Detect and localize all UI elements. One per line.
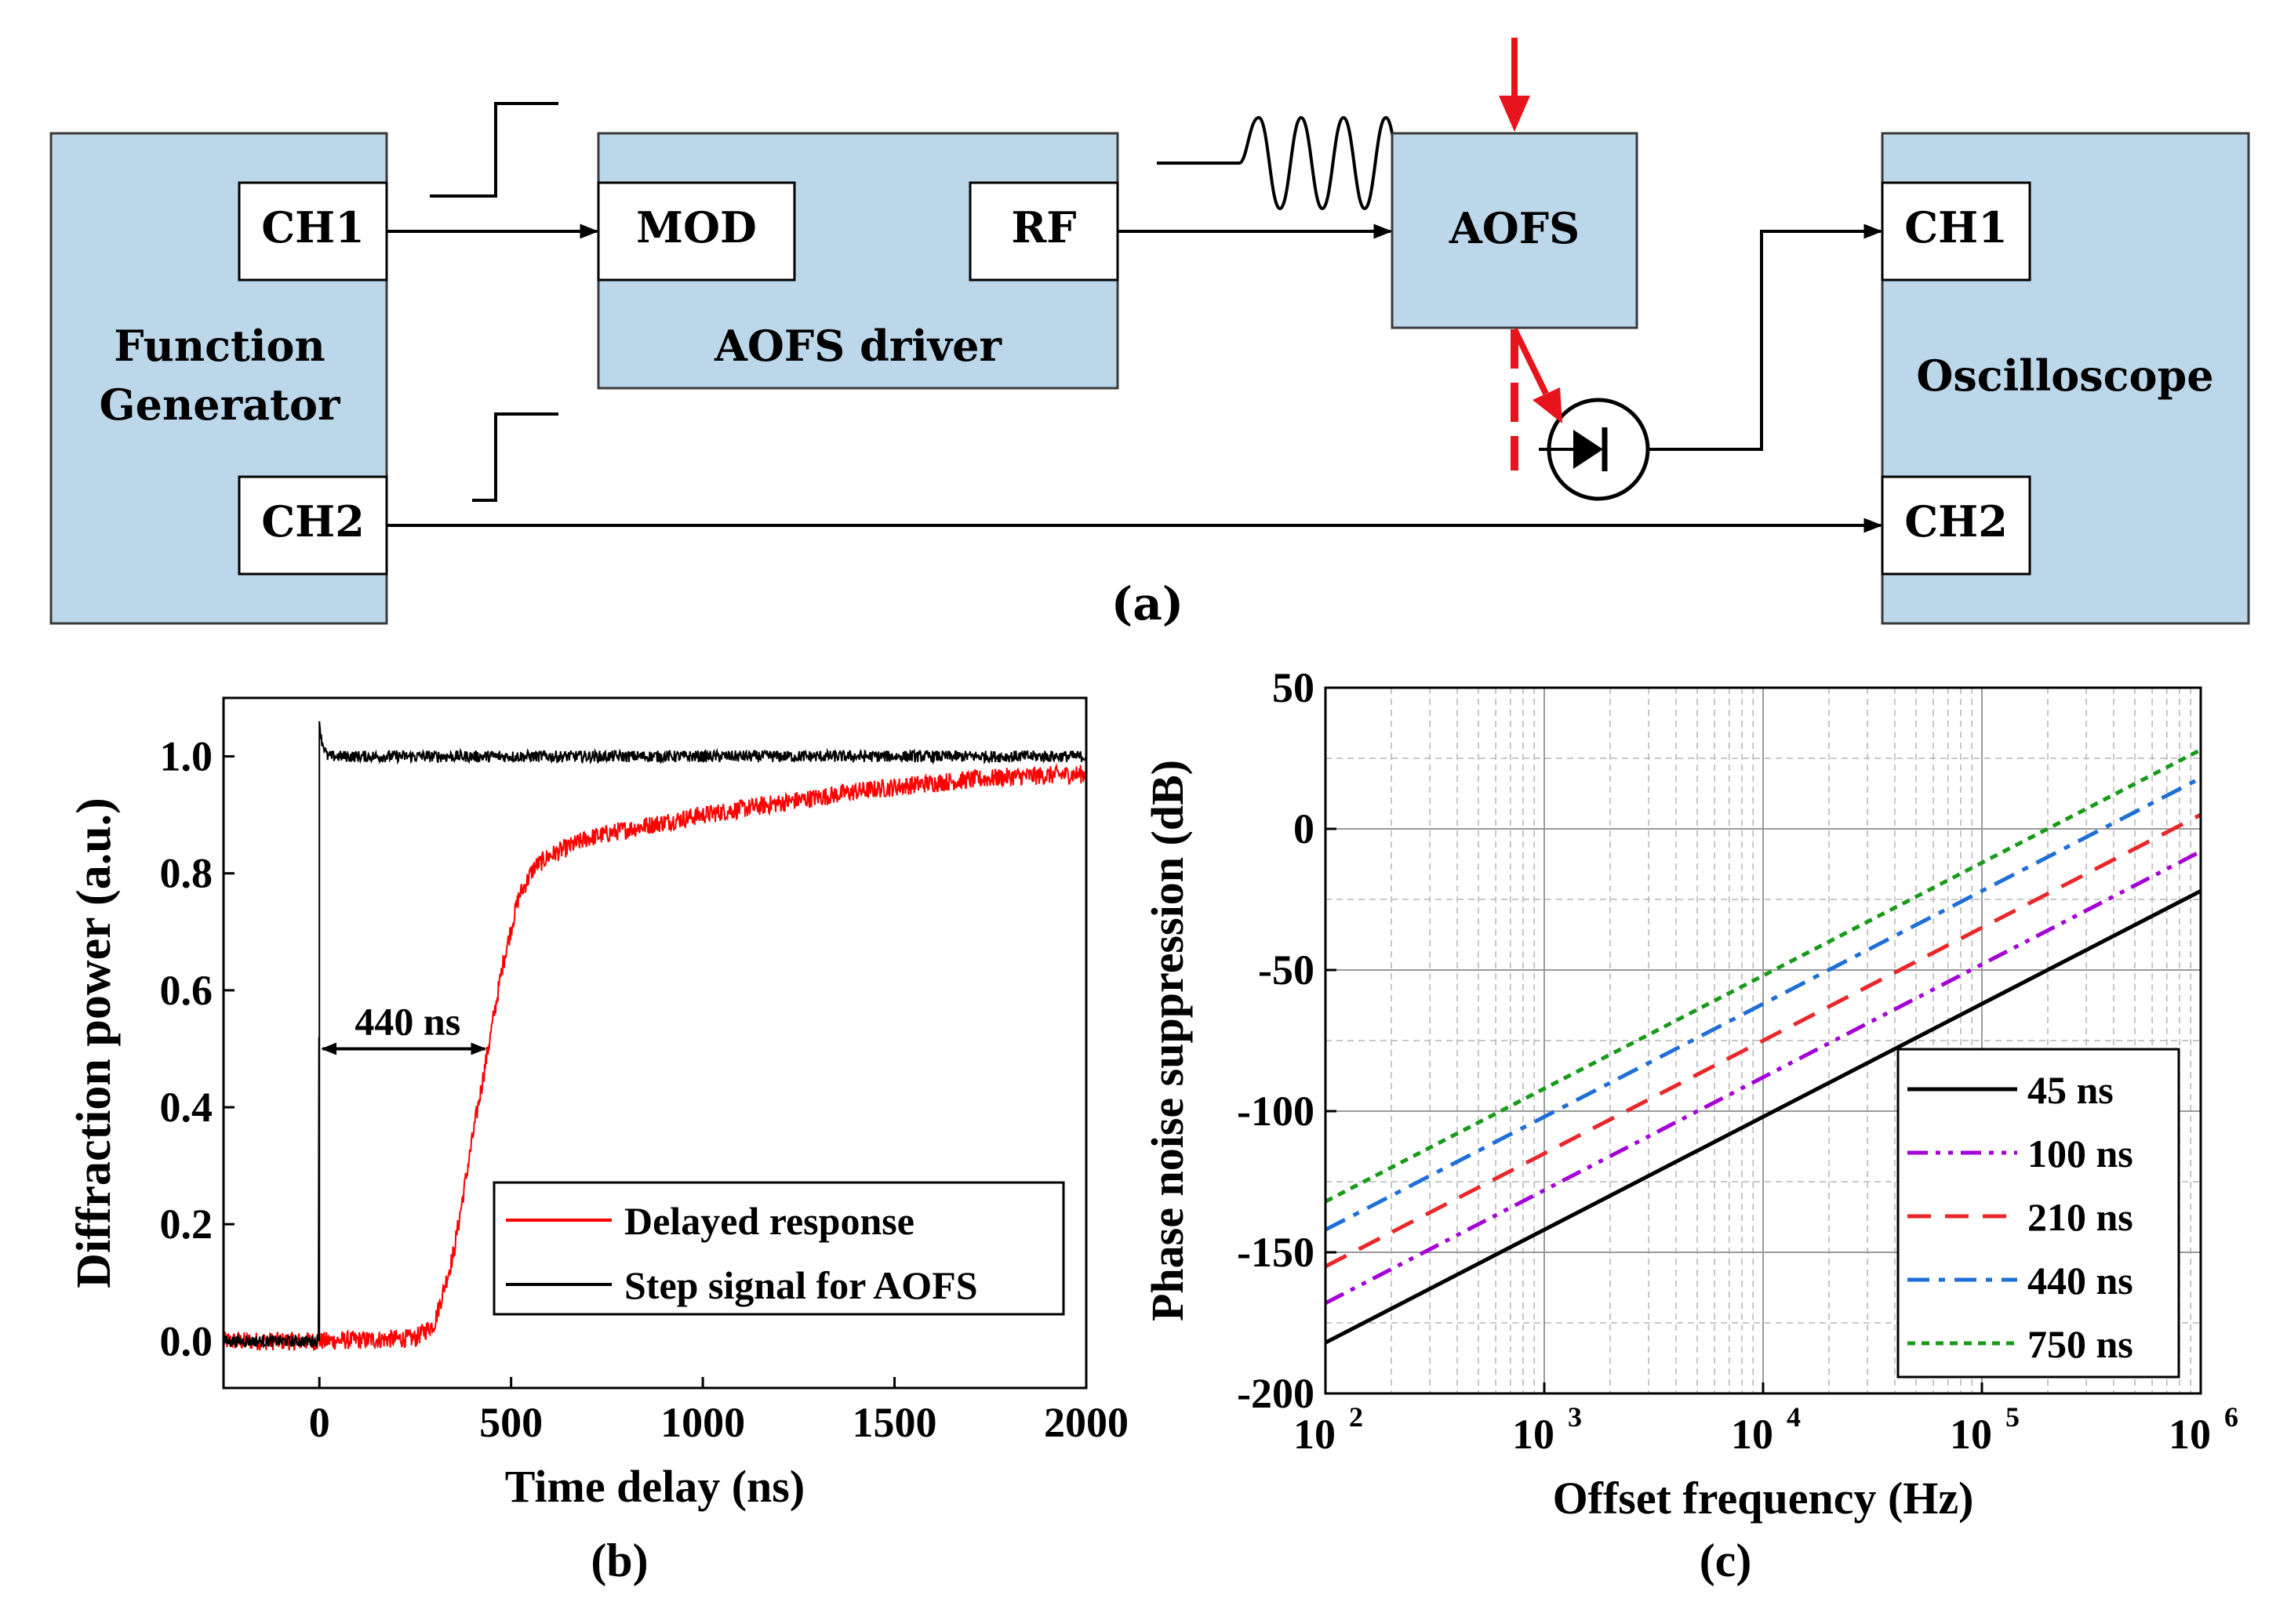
chart-c-xtick-exponent: 5 (2005, 1401, 2020, 1433)
photodiode-icon (1539, 398, 1650, 501)
aofs-label: AOFS (1449, 203, 1580, 253)
legend-label-210ns: 210 ns (2027, 1195, 2133, 1239)
step-symbol-ch2 (472, 412, 558, 502)
chart-c-ytick-label: 0 (1293, 805, 1314, 852)
chart-c-xtick-label: 10 (2169, 1411, 2211, 1458)
chart-b-xtick-label: 2000 (1044, 1399, 1129, 1446)
panel-a-diagram: CH1 Function Generator CH2 MOD RF AOFS d… (49, 38, 2250, 630)
chart-c-xtick-label: 10 (1950, 1411, 1992, 1458)
chart-b-ytick-label: 0.6 (160, 967, 213, 1014)
chart-b-plot (224, 721, 1086, 1351)
series-440ns-line (1325, 776, 2201, 1232)
chart-c-xtick-exponent: 3 (1568, 1401, 1582, 1433)
fg-label-line2: Generator (100, 380, 340, 430)
laser-beam-diffracted-icon (1511, 328, 1562, 423)
chart-c-xtick-exponent: 6 (2224, 1401, 2238, 1433)
panel-a-label: (a) (1111, 577, 1183, 630)
series-100ns-line (1325, 849, 2201, 1306)
aofs-box (1391, 132, 1638, 329)
driver-mod-label: MOD (636, 202, 757, 253)
chart-c-ytick-label: -50 (1258, 946, 1314, 994)
chart-c-ytick-label: -150 (1237, 1229, 1314, 1276)
chart-c-xtick-exponent: 4 (1787, 1401, 1801, 1433)
chart-b-xtick-label: 0 (309, 1399, 330, 1446)
legend-label-45ns: 45 ns (2027, 1068, 2114, 1112)
chart-b-ylabel: Diffraction power (a.u.) (67, 797, 121, 1288)
series-delayed-response-line (224, 762, 1086, 1351)
legend-label-750ns: 750 ns (2027, 1322, 2133, 1366)
fg-ch2-port (238, 475, 388, 576)
chart-c-xtick-label: 10 (1512, 1411, 1554, 1458)
driver-rf-port (969, 181, 1119, 282)
chart-b-xtick-label: 1000 (660, 1399, 745, 1446)
fg-label-line1: Function (114, 321, 325, 371)
chart-b-legend: Delayed response Step signal for AOFS (493, 1181, 1065, 1316)
chart-c-legend: 45 ns 100 ns 210 ns 440 ns 750 ns (1896, 1048, 2180, 1379)
driver-label: AOFS driver (714, 321, 1002, 371)
chart-c-xlabel: Offset frequency (Hz) (1553, 1473, 1974, 1524)
chart-c-ticks: 10 2 10 3 10 4 10 5 10 6 -200 -150 -100 -50 0 50 (1237, 664, 2238, 1458)
annotation-440ns-label: 440 ns (355, 999, 460, 1043)
driver-mod-port (597, 181, 796, 282)
osc-ch2-port (1881, 475, 2031, 576)
arrow-pd-to-osc (1647, 223, 1883, 451)
chart-b-ytick-label: 0.0 (160, 1317, 213, 1364)
chart-c-xtick-exponent: 2 (1349, 1401, 1363, 1433)
chart-b-xtick-label: 500 (479, 1399, 543, 1446)
chart-c-ytick-label: -100 (1237, 1088, 1314, 1135)
fg-ch1-label: CH1 (261, 202, 365, 253)
chart-b-ytick-label: 0.4 (160, 1084, 213, 1131)
osc-label: Oscilloscope (1916, 351, 2213, 401)
osc-ch2-label: CH2 (1904, 496, 2008, 547)
chart-b-xtick-label: 1500 (853, 1399, 937, 1446)
legend-label-100ns: 100 ns (2027, 1132, 2133, 1175)
step-symbol-ch1 (430, 102, 558, 198)
panel-b-chart: 0 500 1000 1500 2000 0.0 0.2 0.4 0.6 0.8 1.0 440 n… (67, 696, 1129, 1586)
series-45ns-line (1325, 888, 2201, 1345)
panel-c-chart: 10 2 10 3 10 4 10 5 10 6 -200 -150 -100 -50 0 50 45 ns … (1142, 664, 2238, 1586)
panel-c-label: (c) (1700, 1535, 1752, 1586)
series-210ns-line (1325, 812, 2201, 1269)
chart-c-xtick-label: 10 (1293, 1411, 1336, 1458)
fg-ch2-label: CH2 (261, 496, 365, 547)
chart-b-xlabel: Time delay (ns) (505, 1461, 805, 1512)
rf-wave-symbol (1157, 115, 1425, 211)
chart-b-ytick-label: 1.0 (160, 733, 213, 780)
legend-label-delayed-response: Delayed response (624, 1199, 914, 1243)
chart-b-ticks: 0 500 1000 1500 2000 0.0 0.2 0.4 0.6 0.8 1.0 (160, 733, 1129, 1446)
chart-b-frame (222, 696, 1088, 1390)
series-step-signal-line (224, 721, 1086, 1350)
chart-c-ytick-label: 50 (1272, 664, 1314, 711)
chart-c-ytick-label: -200 (1237, 1370, 1314, 1417)
legend-label-440ns: 440 ns (2027, 1259, 2133, 1302)
chart-b-ytick-label: 0.8 (160, 850, 213, 897)
chart-c-plot (1325, 747, 2201, 1345)
fg-ch1-port (238, 181, 388, 282)
osc-ch1-label: CH1 (1904, 202, 2008, 253)
chart-c-ylabel: Phase noise suppression (dB) (1142, 760, 1193, 1321)
series-750ns-line (1325, 747, 2201, 1204)
panel-b-label: (b) (591, 1535, 648, 1586)
legend-label-step-signal: Step signal for AOFS (624, 1263, 978, 1307)
chart-c-xtick-label: 10 (1731, 1411, 1773, 1458)
laser-beam-input-icon (1499, 38, 1530, 132)
chart-b-ytick-label: 0.2 (160, 1201, 213, 1248)
driver-rf-label: RF (1011, 202, 1076, 253)
